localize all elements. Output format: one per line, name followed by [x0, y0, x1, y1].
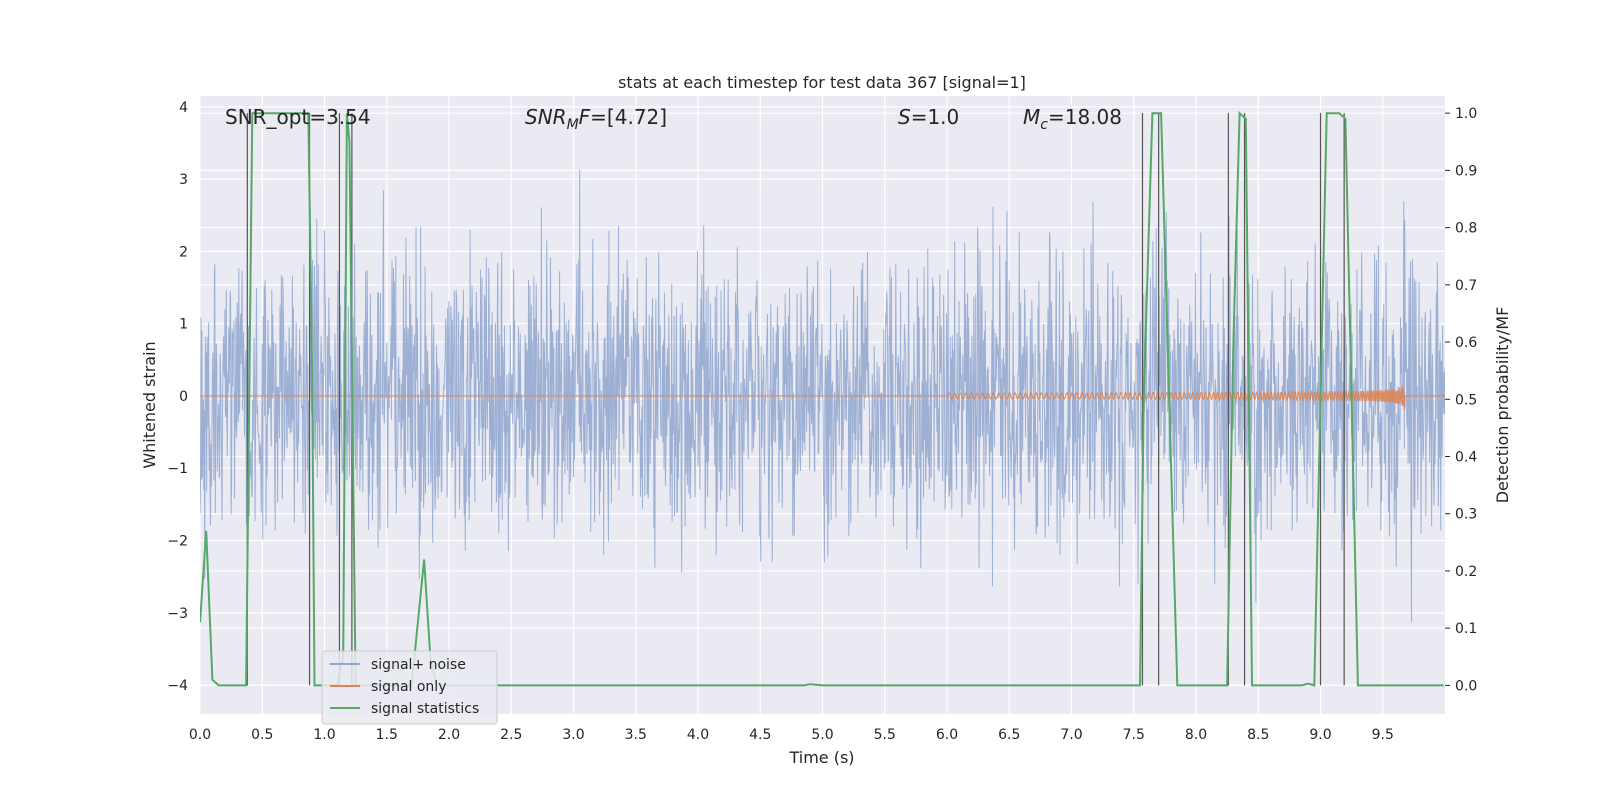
annotation-s-value: S=1.0	[898, 105, 959, 129]
x-tick-label: 4.5	[749, 727, 771, 743]
y-right-tick-label: 1.0	[1455, 106, 1477, 122]
y-right-tick-label: 0.3	[1455, 507, 1477, 523]
y-right-tick-label: 0.2	[1455, 564, 1477, 580]
signal-noise-line	[200, 169, 1445, 623]
annotation-snr-mf: SNRMF=[4.72]	[525, 105, 667, 133]
y-right-tick-label: 0.4	[1455, 450, 1477, 466]
legend-label-signal-statistics: signal statistics	[371, 701, 479, 717]
x-tick-label: 1.5	[376, 727, 398, 743]
x-tick-label: 6.0	[936, 727, 958, 743]
series-signal-only	[200, 385, 1445, 410]
annotation-snr-opt: SNR_opt=3.54	[225, 105, 371, 129]
series-signal-statistics	[200, 110, 1444, 687]
y-left-tick-label: −2	[167, 534, 188, 550]
y-left-tick-label: −3	[167, 606, 188, 622]
y-right-tick-label: 0.9	[1455, 163, 1477, 179]
y-axis-left-label: Whitened strain	[140, 341, 159, 468]
x-tick-label: 0.0	[189, 727, 211, 743]
legend-box	[321, 650, 498, 725]
y-axis-left-ticks: 4 3 2 1 0 −1 −2 −3 −4	[167, 100, 188, 694]
x-tick-label: 2.5	[500, 727, 522, 743]
y-left-tick-label: −1	[167, 461, 188, 477]
x-tick-label: 3.5	[625, 727, 647, 743]
y-left-tick-label: 4	[179, 100, 188, 116]
x-tick-label: 8.0	[1185, 727, 1207, 743]
y-right-tick-label: 0.5	[1455, 392, 1477, 408]
x-tick-label: 9.0	[1309, 727, 1331, 743]
y-left-tick-label: 0	[179, 389, 188, 405]
x-tick-label: 6.5	[998, 727, 1020, 743]
annotation-chirp-mass: Mc=18.08	[1023, 105, 1122, 133]
x-tick-label: 7.0	[1060, 727, 1082, 743]
x-tick-label: 1.0	[313, 727, 335, 743]
x-tick-label: 2.0	[438, 727, 460, 743]
x-axis-label: Time (s)	[788, 748, 854, 767]
x-tick-label: 3.0	[562, 727, 584, 743]
legend-label-signal-only: signal only	[371, 679, 446, 695]
legend: signal+ noise signal only signal statist…	[321, 650, 498, 725]
y-axis-right-label: Detection probability/MF	[1493, 307, 1512, 504]
y-right-tick-label: 0.8	[1455, 221, 1477, 237]
x-tick-label: 5.0	[811, 727, 833, 743]
y-left-tick-label: 3	[179, 172, 188, 188]
y-left-tick-label: −4	[167, 678, 188, 694]
y-right-tick-label: 0.7	[1455, 278, 1477, 294]
x-tick-label: 4.0	[687, 727, 709, 743]
y-left-tick-label: 2	[179, 244, 188, 260]
legend-label-signal-noise: signal+ noise	[371, 657, 466, 673]
x-tick-label: 5.5	[874, 727, 896, 743]
signal-statistics-line	[200, 110, 1444, 687]
y-right-tick-label: 0.0	[1455, 678, 1477, 694]
x-axis-ticks: 0.0 0.5 1.0 1.5 2.0 2.5 3.0 3.5 4.0 4.5 5.0 5.5 6.0 6…	[189, 727, 1394, 743]
y-axis-right-ticks: 1.0 0.9 0.8 0.7 0.6 0.5 0.4 0.3 0.2 0.1 0.0	[1445, 106, 1477, 694]
y-right-tick-label: 0.1	[1455, 621, 1477, 637]
chart-title: stats at each timestep for test data 367…	[618, 73, 1026, 92]
y-left-tick-label: 1	[179, 317, 188, 333]
signal-only-line	[200, 385, 1445, 410]
series-signal-noise	[200, 169, 1445, 623]
y-right-tick-label: 0.6	[1455, 335, 1477, 351]
x-tick-label: 0.5	[251, 727, 273, 743]
x-tick-label: 9.5	[1372, 727, 1394, 743]
annotations: SNR_opt=3.54 SNRMF=[4.72] S=1.0 Mc=18.08	[225, 105, 1122, 133]
x-tick-label: 8.5	[1247, 727, 1269, 743]
x-tick-label: 7.5	[1123, 727, 1145, 743]
